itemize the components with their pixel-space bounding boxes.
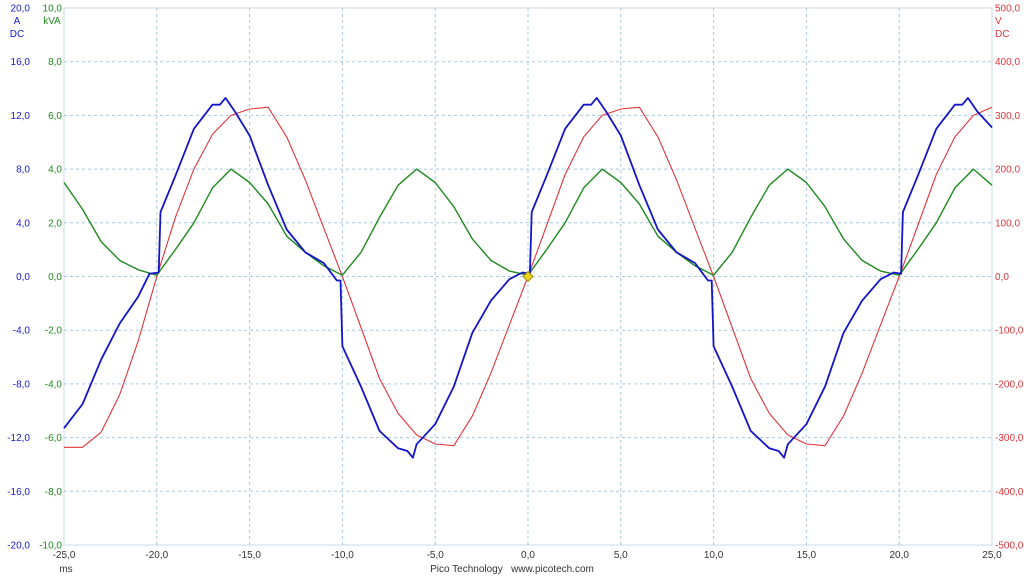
y-tick-label: -200,0 bbox=[995, 379, 1024, 390]
y-tick-label: 12,0 bbox=[11, 111, 31, 122]
y-axis-unit: V bbox=[995, 16, 1002, 27]
y-tick-label: 10,0 bbox=[43, 4, 63, 15]
y-tick-label: -10,0 bbox=[39, 541, 62, 552]
x-tick-label: -25,0 bbox=[53, 550, 76, 561]
y-tick-label: 300,0 bbox=[995, 111, 1020, 122]
y-axis-coupling: DC bbox=[10, 29, 24, 40]
y-tick-label: -100,0 bbox=[995, 326, 1024, 337]
x-tick-label: 5,0 bbox=[614, 550, 628, 561]
series-power bbox=[63, 168, 993, 276]
y-tick-label: -400,0 bbox=[995, 487, 1024, 498]
y-axis-voltage: 500,0 400,0 300,0 200,0 100,0 0,0 -100,0 -200,0… bbox=[995, 4, 1024, 552]
y-tick-label: -20,0 bbox=[7, 541, 30, 552]
y-tick-label: 4,0 bbox=[48, 165, 62, 176]
y-tick-label: 2,0 bbox=[48, 218, 62, 229]
x-tick-label: -10,0 bbox=[331, 550, 354, 561]
y-tick-label: 200,0 bbox=[995, 165, 1020, 176]
y-tick-label: -6,0 bbox=[45, 433, 63, 444]
y-tick-label: -2,0 bbox=[45, 326, 63, 337]
x-axis-ticks: -25,0 -20,0 -15,0 -10,0 -5,0 0,0 5,0 10,0 15,0 20… bbox=[53, 550, 1003, 561]
y-tick-label: 0,0 bbox=[995, 272, 1009, 283]
y-tick-label: -8,0 bbox=[45, 487, 63, 498]
y-tick-label: -16,0 bbox=[7, 487, 30, 498]
x-tick-label: 25,0 bbox=[982, 550, 1002, 561]
y-tick-label: 0,0 bbox=[48, 272, 62, 283]
y-tick-label: -4,0 bbox=[13, 326, 31, 337]
y-tick-label: 20,0 bbox=[11, 4, 31, 15]
trigger-marker-icon bbox=[522, 270, 534, 283]
chart-grid bbox=[63, 7, 993, 546]
x-axis-unit-label: ms bbox=[59, 564, 72, 575]
y-tick-label: 100,0 bbox=[995, 218, 1020, 229]
y-tick-label: -300,0 bbox=[995, 433, 1024, 444]
x-tick-label: 0,0 bbox=[521, 550, 535, 561]
y-axis-coupling: DC bbox=[995, 29, 1009, 40]
y-tick-label: -12,0 bbox=[7, 433, 30, 444]
y-tick-label: -8,0 bbox=[13, 379, 31, 390]
y-tick-label: 8,0 bbox=[16, 165, 30, 176]
y-axis-current: 20,0 16,0 12,0 8,0 4,0 0,0 -4,0 -8,0 -12,0 -16,0 -… bbox=[7, 4, 30, 552]
y-tick-label: -4,0 bbox=[45, 379, 63, 390]
y-axis-unit: kVA bbox=[43, 16, 61, 27]
x-tick-label: 20,0 bbox=[889, 550, 909, 561]
y-axis-power: 10,0 8,0 6,0 4,0 2,0 0,0 -2,0 -4,0 -6,0 -8,0 -10,0… bbox=[39, 4, 62, 552]
brand-footer: Pico Technology www.picotech.com bbox=[430, 564, 594, 575]
y-tick-label: 0,0 bbox=[16, 272, 30, 283]
x-tick-label: -20,0 bbox=[145, 550, 168, 561]
y-tick-label: -500,0 bbox=[995, 541, 1024, 552]
x-tick-label: -15,0 bbox=[238, 550, 261, 561]
y-tick-label: 4,0 bbox=[16, 218, 30, 229]
series-current bbox=[63, 97, 993, 459]
x-tick-label: 10,0 bbox=[704, 550, 724, 561]
y-tick-label: 6,0 bbox=[48, 111, 62, 122]
y-axis-unit: A bbox=[14, 16, 21, 27]
x-tick-label: 15,0 bbox=[797, 550, 817, 561]
y-tick-label: 8,0 bbox=[48, 57, 62, 68]
y-tick-label: 16,0 bbox=[11, 57, 31, 68]
chart-markers bbox=[522, 270, 534, 283]
x-tick-label: -5,0 bbox=[427, 550, 445, 561]
y-tick-label: 400,0 bbox=[995, 57, 1020, 68]
y-tick-label: 500,0 bbox=[995, 4, 1020, 15]
